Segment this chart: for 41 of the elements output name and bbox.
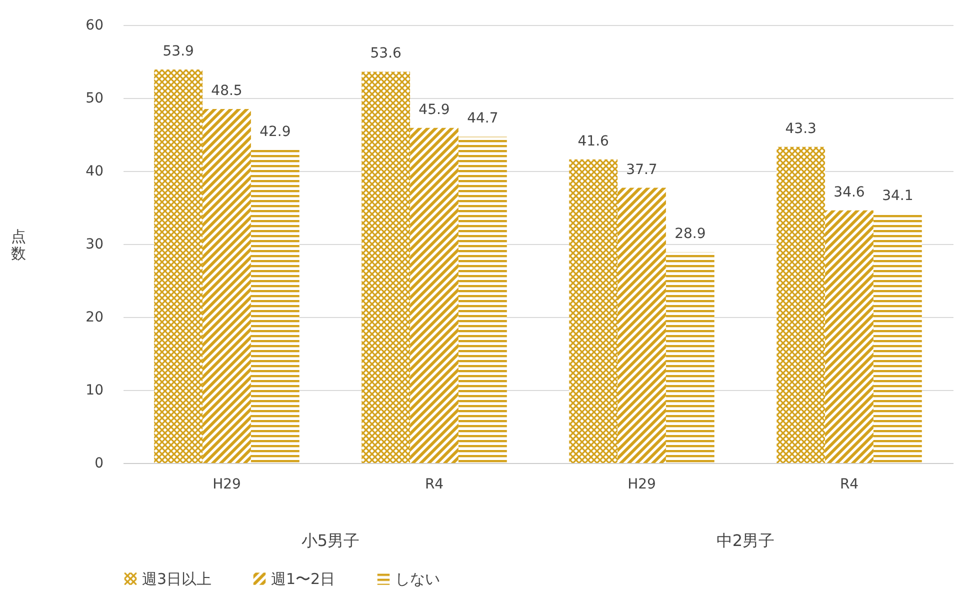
bar bbox=[666, 252, 714, 463]
y-tick-label: 50 bbox=[86, 90, 104, 106]
bar bbox=[154, 70, 203, 463]
y-tick-label: 20 bbox=[86, 310, 104, 326]
data-label: 48.5 bbox=[211, 82, 242, 99]
text: 中2男子 bbox=[716, 531, 775, 550]
data-label: 41.6 bbox=[578, 133, 610, 150]
bar bbox=[569, 159, 618, 463]
data-label: 34.1 bbox=[882, 188, 914, 204]
data-label: 53.6 bbox=[370, 46, 402, 62]
legend-label: 週3日以上 bbox=[142, 570, 212, 588]
y-tick-label: 0 bbox=[94, 456, 104, 472]
y-tick-label: 30 bbox=[86, 236, 104, 252]
data-label: 45.9 bbox=[418, 102, 450, 118]
data-label: 37.7 bbox=[626, 162, 658, 178]
x-tick-label: R4 bbox=[424, 476, 444, 492]
bar bbox=[825, 210, 874, 463]
legend-label: 週1〜2日 bbox=[271, 570, 336, 588]
data-label: 28.9 bbox=[674, 226, 706, 242]
bar bbox=[202, 108, 251, 463]
y-axis-title: 点数 bbox=[11, 228, 26, 262]
data-label: 42.9 bbox=[260, 124, 291, 140]
data-label: 34.6 bbox=[834, 184, 865, 200]
y-tick-label: 10 bbox=[86, 382, 104, 398]
legend-label: しない bbox=[395, 570, 440, 588]
x-tick-label: H29 bbox=[628, 476, 656, 492]
bar bbox=[873, 214, 922, 463]
data-label: 43.3 bbox=[785, 120, 816, 137]
text: 小5男子 bbox=[301, 531, 360, 550]
bar bbox=[410, 128, 458, 463]
bar bbox=[776, 146, 826, 463]
bar bbox=[618, 188, 666, 463]
data-label: 44.7 bbox=[467, 110, 498, 127]
x-tick-label: H29 bbox=[212, 476, 241, 492]
bar bbox=[458, 136, 507, 463]
y-tick-label: 60 bbox=[86, 18, 104, 34]
y-tick-label: 40 bbox=[86, 164, 104, 180]
bar bbox=[362, 72, 410, 463]
bar bbox=[250, 150, 300, 463]
x-tick-label: R4 bbox=[840, 476, 859, 492]
data-label: 53.9 bbox=[162, 44, 194, 60]
